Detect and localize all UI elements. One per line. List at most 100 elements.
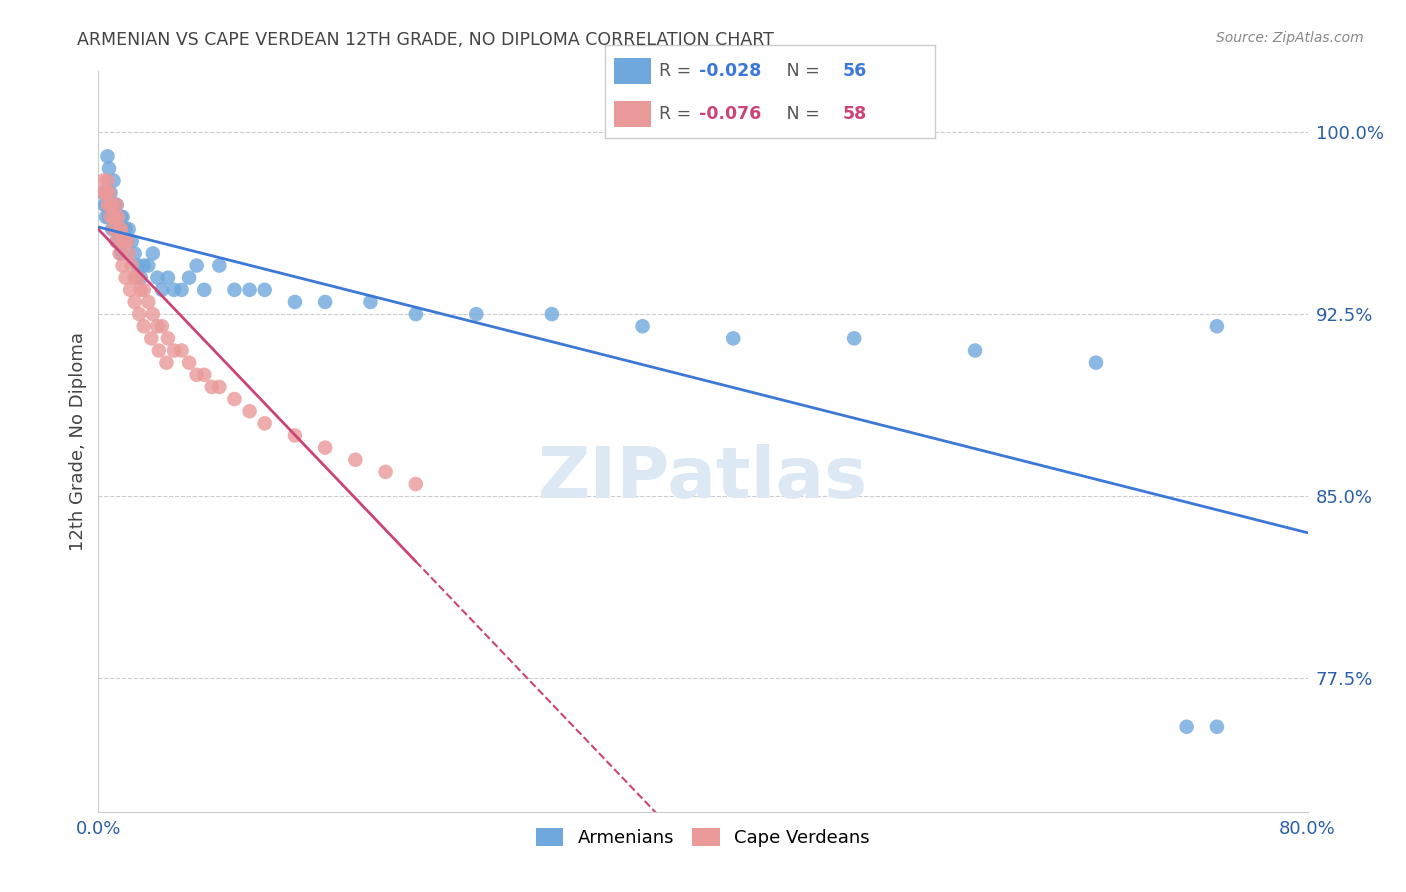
Point <box>155 356 177 370</box>
Point <box>193 283 215 297</box>
Point <box>142 246 165 260</box>
Point <box>148 343 170 358</box>
Point <box>103 222 125 236</box>
Point <box>179 270 201 285</box>
Text: N =: N = <box>770 62 825 79</box>
Point <box>114 270 136 285</box>
Point <box>96 149 118 163</box>
Point <box>186 368 208 382</box>
Point <box>156 270 179 285</box>
Point <box>118 222 141 236</box>
Point <box>540 307 562 321</box>
Text: ZIPatlas: ZIPatlas <box>538 444 868 513</box>
Point <box>129 270 152 285</box>
Point <box>1206 720 1229 734</box>
Point <box>314 441 336 455</box>
Point <box>115 234 138 248</box>
Point <box>110 210 132 224</box>
Point <box>105 234 128 248</box>
Point <box>120 283 142 297</box>
Point <box>284 428 307 442</box>
Point <box>186 259 208 273</box>
Point <box>108 246 131 260</box>
Point <box>96 198 118 212</box>
Point <box>253 283 276 297</box>
Text: R =: R = <box>659 62 697 79</box>
Point <box>360 295 382 310</box>
Point <box>93 198 115 212</box>
Point <box>284 295 307 310</box>
Point <box>128 307 150 321</box>
Point <box>98 210 121 224</box>
Point <box>132 283 155 297</box>
Text: -0.028: -0.028 <box>699 62 761 79</box>
Point <box>136 295 159 310</box>
Point <box>112 222 135 236</box>
Point <box>170 343 193 358</box>
Point <box>114 222 136 236</box>
Point <box>121 234 143 248</box>
Point <box>253 417 276 431</box>
Point <box>100 210 122 224</box>
Text: 56: 56 <box>842 62 866 79</box>
Point <box>224 283 246 297</box>
Point <box>127 270 149 285</box>
Point <box>103 210 125 224</box>
Text: Source: ZipAtlas.com: Source: ZipAtlas.com <box>1216 31 1364 45</box>
Point <box>107 210 129 224</box>
Point <box>170 283 193 297</box>
Point <box>103 173 125 187</box>
Point <box>179 356 201 370</box>
Point <box>110 246 132 260</box>
Point <box>163 343 186 358</box>
Point <box>98 161 121 176</box>
Point <box>224 392 246 406</box>
Point <box>844 331 866 345</box>
Point <box>344 452 367 467</box>
Point <box>132 259 155 273</box>
Point <box>105 198 128 212</box>
Point <box>1175 720 1198 734</box>
Point <box>108 222 131 236</box>
Point <box>124 295 146 310</box>
Point <box>93 186 115 200</box>
Point <box>129 283 152 297</box>
Point <box>94 210 117 224</box>
Point <box>121 259 143 273</box>
Point <box>405 477 427 491</box>
Point <box>124 246 146 260</box>
Text: 58: 58 <box>842 105 866 123</box>
Point <box>94 186 117 200</box>
Point <box>142 307 165 321</box>
Point <box>146 319 169 334</box>
Legend: Armenians, Cape Verdeans: Armenians, Cape Verdeans <box>529 821 877 855</box>
Point <box>105 198 128 212</box>
Point <box>101 222 124 236</box>
Point <box>105 234 128 248</box>
Point <box>100 198 122 212</box>
Point <box>136 259 159 273</box>
Point <box>127 259 149 273</box>
Point <box>141 331 163 345</box>
Point <box>146 270 169 285</box>
Point <box>156 331 179 345</box>
Point <box>118 246 141 260</box>
Point <box>101 198 124 212</box>
Point <box>111 210 134 224</box>
Point <box>94 198 117 212</box>
Point <box>150 319 173 334</box>
Point <box>114 234 136 248</box>
Point <box>132 319 155 334</box>
Point <box>631 319 654 334</box>
Point <box>374 465 396 479</box>
Point <box>91 173 114 187</box>
Point <box>1085 356 1108 370</box>
Point <box>93 186 115 200</box>
Point <box>465 307 488 321</box>
Point <box>193 368 215 382</box>
Point <box>239 404 262 418</box>
Text: R =: R = <box>659 105 697 123</box>
Point <box>314 295 336 310</box>
Point <box>107 222 129 236</box>
Point <box>208 380 231 394</box>
